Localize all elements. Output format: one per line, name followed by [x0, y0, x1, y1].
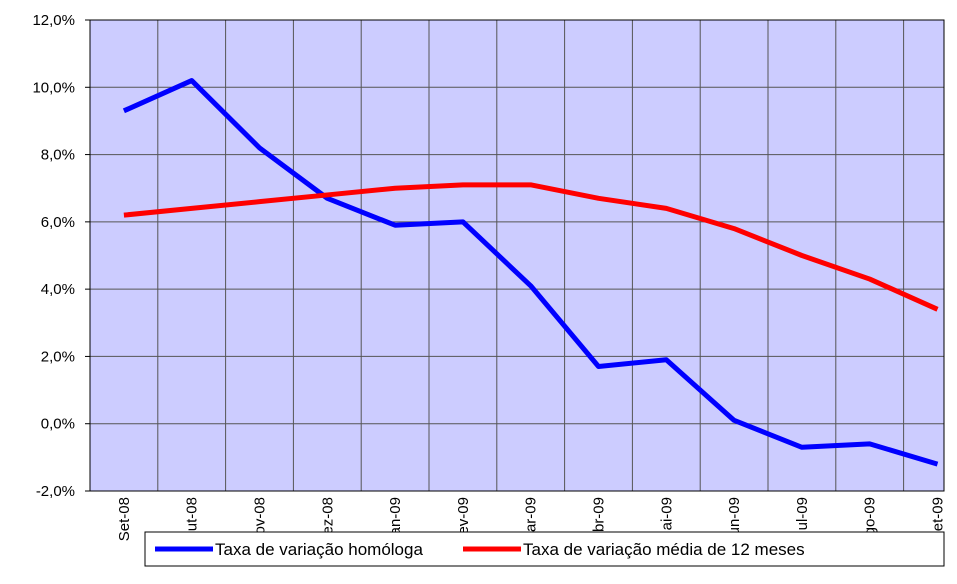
series-line [122, 78, 939, 467]
legend-label: Taxa de variação homóloga [215, 540, 423, 559]
x-tick-label: Set-09 [930, 497, 947, 541]
plot-border [89, 19, 945, 492]
y-tick-label: 8,0% [41, 147, 75, 164]
y-tick-label: 2,0% [41, 348, 75, 365]
x-tick-label: Jan-09 [387, 497, 404, 543]
x-tick-label: Abr-09 [591, 497, 608, 542]
legend-label: Taxa de variação média de 12 meses [523, 540, 805, 559]
y-tick-label: 12,0% [32, 12, 75, 29]
y-tick-label: 4,0% [41, 281, 75, 298]
y-tick-label: -2,0% [36, 483, 75, 500]
y-tick-label: 6,0% [41, 214, 75, 231]
series-line [123, 182, 939, 312]
x-tick-label: Out-08 [184, 497, 201, 543]
plot-area [90, 20, 944, 491]
x-tick-label: Jun-09 [726, 497, 743, 543]
x-tick-label: Jul-09 [794, 497, 811, 538]
y-tick-label: 10,0% [32, 79, 75, 96]
legend-box [144, 531, 945, 567]
x-tick-label: Mai-09 [658, 497, 675, 543]
y-tick-label: 0,0% [41, 416, 75, 433]
x-tick-label: Set-08 [116, 497, 133, 541]
